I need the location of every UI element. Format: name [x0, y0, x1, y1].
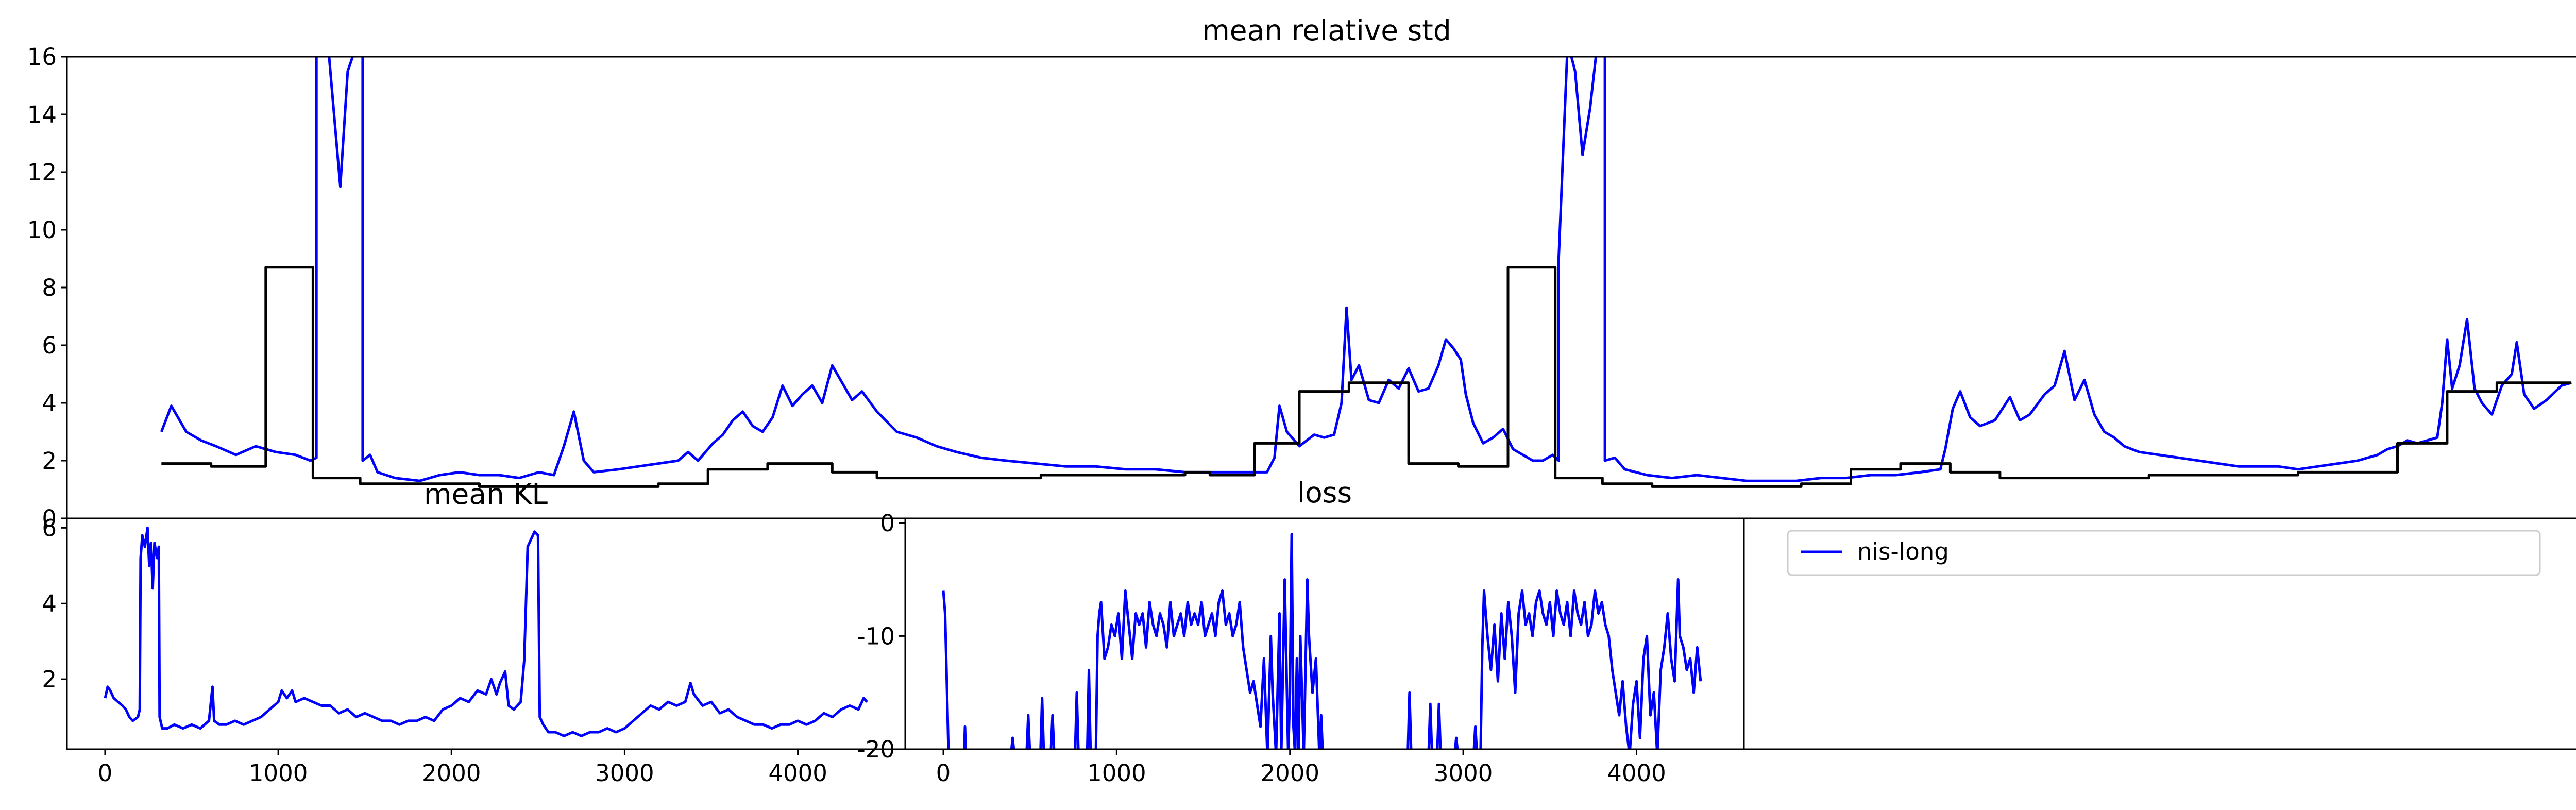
y-axis-mean-relative-std: 0 2 4 6 8 10 12 14 16: [27, 43, 67, 532]
chart-title-mean-relative-std: mean relative std: [1202, 14, 1451, 47]
y-tick-label: 14: [27, 101, 57, 128]
chart-title-mean-kl: mean KL: [424, 478, 548, 511]
y-tick-label: 10: [27, 216, 57, 244]
y-tick-label: 2: [42, 666, 57, 693]
x-tick-label: 2000: [422, 760, 481, 787]
y-tick-label: 4: [42, 590, 57, 617]
panel-mean-relative-std: mean relative std 0 2 4 6 8 10 12 14 16: [27, 14, 2576, 532]
y-tick-label: 6: [42, 332, 57, 359]
x-tick-label: 0: [936, 760, 951, 787]
series-group-loss: [942, 533, 1702, 749]
y-tick-label: 16: [27, 43, 57, 71]
plot-area-mean-relative-std: [67, 57, 2576, 518]
y-tick-label: 0: [42, 505, 57, 532]
series-line-std-2: [161, 266, 2572, 488]
x-tick-label: 1000: [249, 760, 308, 787]
y-tick-label: -10: [857, 622, 895, 650]
y-tick-label: 2: [42, 447, 57, 475]
x-axis-loss: 0 1000 2000 3000 4000: [936, 749, 1666, 787]
x-tick-label: 0: [98, 760, 113, 787]
x-tick-label: 1000: [1087, 760, 1146, 787]
x-tick-label: 2000: [1260, 760, 1319, 787]
x-tick-label: 4000: [768, 760, 827, 787]
y-tick-label: 0: [880, 510, 895, 537]
series-line-loss-1: [942, 533, 1702, 749]
legend-box: [1787, 530, 2541, 576]
series-line-std-1: [160, 57, 2572, 482]
x-tick-label: 4000: [1607, 760, 1666, 787]
panel-mean-kl: mean KL 2 4 6 0 1000 2000 3000 4000: [42, 478, 906, 787]
legend-label-nis-long: nis-long: [1857, 538, 1949, 565]
plot-area-mean-kl: [67, 518, 905, 749]
x-axis-mean-kl: 0 1000 2000 3000 4000: [98, 749, 827, 787]
y-axis-mean-kl: 2 4 6: [42, 514, 67, 693]
series-group-mean-relative-std: [160, 57, 2572, 488]
y-tick-label: 4: [42, 390, 57, 417]
chart-title-loss: loss: [1297, 476, 1352, 509]
y-tick-label: 6: [42, 514, 57, 542]
x-tick-label: 3000: [1434, 760, 1493, 787]
panel-loss: loss 0 -10 -20 0 1000 2000 3000 4000: [857, 476, 1745, 787]
panel-legend: nis-long: [1743, 517, 2576, 750]
x-tick-label: 3000: [595, 760, 654, 787]
y-tick-label: -20: [857, 736, 895, 763]
y-tick-label: 8: [42, 274, 57, 301]
y-tick-label: 12: [27, 159, 57, 186]
series-line-kl-1: [104, 526, 868, 737]
plot-area-loss: [905, 518, 1744, 749]
series-group-mean-kl: [104, 526, 868, 737]
y-axis-loss: 0 -10 -20: [857, 510, 905, 763]
